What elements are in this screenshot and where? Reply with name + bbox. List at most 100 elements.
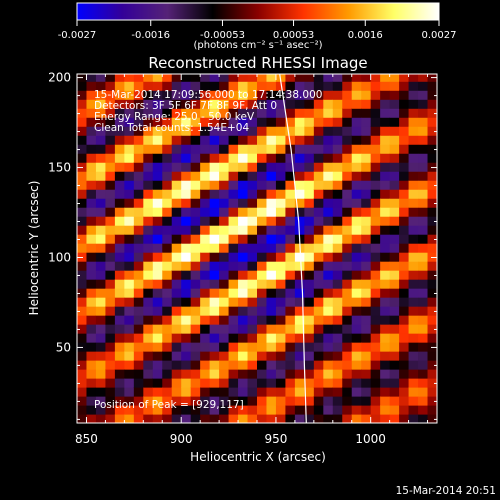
heatmap-cell bbox=[181, 378, 192, 388]
heatmap-cell bbox=[332, 135, 343, 145]
heatmap-cell bbox=[133, 126, 144, 136]
heatmap-cell bbox=[238, 360, 249, 370]
heatmap-cell bbox=[294, 81, 305, 91]
heatmap-cell bbox=[77, 405, 88, 415]
heatmap-cell bbox=[77, 306, 88, 316]
heatmap-cell bbox=[380, 99, 391, 109]
heatmap-cell bbox=[124, 180, 135, 190]
heatmap-cell bbox=[332, 189, 343, 199]
heatmap-cell bbox=[77, 387, 88, 397]
heatmap-cell bbox=[105, 414, 116, 423]
heatmap-cell bbox=[162, 315, 173, 325]
heatmap-cell bbox=[124, 333, 135, 343]
heatmap-cell bbox=[304, 74, 315, 82]
heatmap-cell bbox=[266, 90, 277, 100]
heatmap-cell bbox=[95, 360, 107, 370]
heatmap-cell bbox=[171, 117, 182, 127]
heatmap-cell bbox=[361, 108, 372, 118]
heatmap-cell bbox=[200, 351, 211, 361]
heatmap-cell bbox=[171, 153, 182, 163]
heatmap-cell bbox=[219, 405, 230, 415]
heatmap-cell bbox=[171, 108, 182, 118]
heatmap-cell bbox=[304, 288, 315, 298]
heatmap-cell bbox=[190, 189, 201, 199]
heatmap-cell bbox=[361, 342, 372, 352]
heatmap-cell bbox=[190, 342, 201, 352]
heatmap-cell bbox=[294, 74, 305, 82]
heatmap-cell bbox=[143, 126, 154, 136]
heatmap-cell bbox=[77, 189, 88, 199]
heatmap-cell bbox=[95, 414, 107, 423]
heatmap-cell bbox=[200, 126, 211, 136]
heatmap-cell bbox=[427, 225, 437, 235]
heatmap-cell bbox=[418, 108, 429, 118]
heatmap-cell bbox=[418, 74, 429, 82]
heatmap-cell bbox=[124, 396, 135, 406]
heatmap-cell bbox=[418, 405, 429, 415]
heatmap-cell bbox=[342, 135, 353, 145]
heatmap-cell bbox=[209, 207, 220, 217]
heatmap-cell bbox=[124, 306, 135, 316]
heatmap-cell bbox=[209, 135, 220, 145]
heatmap-cell bbox=[285, 153, 296, 163]
heatmap-cell bbox=[114, 108, 125, 118]
heatmap-cell bbox=[209, 387, 220, 397]
heatmap-cell bbox=[95, 333, 107, 343]
heatmap-cell bbox=[133, 279, 144, 289]
heatmap-cell bbox=[257, 99, 268, 109]
heatmap-cell bbox=[77, 171, 88, 181]
heatmap-cell bbox=[238, 306, 249, 316]
heatmap-cell bbox=[171, 225, 182, 235]
heatmap-cell bbox=[332, 216, 343, 226]
heatmap-cell bbox=[342, 288, 353, 298]
heatmap-cell bbox=[200, 405, 211, 415]
heatmap-cell bbox=[181, 414, 192, 423]
heatmap-cell bbox=[332, 90, 343, 100]
heatmap-cell bbox=[332, 108, 343, 118]
heatmap-cell bbox=[190, 171, 201, 181]
heatmap-cell bbox=[266, 351, 277, 361]
heatmap-cell bbox=[219, 324, 230, 334]
heatmap-cell bbox=[418, 306, 429, 316]
heatmap-cell bbox=[275, 288, 287, 298]
heatmap-cell bbox=[380, 315, 391, 325]
heatmap-cell bbox=[228, 243, 239, 253]
heatmap-cell bbox=[313, 99, 324, 109]
heatmap-cell bbox=[152, 387, 163, 397]
heatmap-cell bbox=[285, 288, 296, 298]
heatmap-cell bbox=[152, 414, 163, 423]
heatmap-cell bbox=[86, 189, 97, 199]
heatmap-cell bbox=[257, 261, 268, 271]
heatmap-cell bbox=[114, 189, 125, 199]
heatmap-cell bbox=[171, 405, 182, 415]
y-axis-label: Heliocentric Y (arcsec) bbox=[27, 181, 41, 316]
heatmap-cell bbox=[342, 360, 353, 370]
heatmap-cell bbox=[77, 288, 88, 298]
heatmap-cell bbox=[427, 405, 437, 415]
heatmap-cell bbox=[418, 387, 429, 397]
heatmap-cell bbox=[370, 99, 381, 109]
heatmap-cell bbox=[133, 99, 144, 109]
heatmap-cell bbox=[332, 387, 343, 397]
heatmap-cell bbox=[332, 234, 343, 244]
heatmap-cell bbox=[133, 405, 144, 415]
heatmap-cell bbox=[323, 234, 334, 244]
heatmap-cell bbox=[238, 81, 249, 91]
heatmap-cell bbox=[257, 144, 268, 154]
heatmap-cell bbox=[95, 351, 107, 361]
heatmap-cell bbox=[152, 180, 163, 190]
annotation-detectors: Detectors: 3F 5F 6F 7F 8F 9F, Att 0 bbox=[94, 100, 277, 112]
heatmap-cell bbox=[275, 360, 287, 370]
heatmap-cell bbox=[285, 189, 296, 199]
heatmap-cell bbox=[275, 405, 287, 415]
heatmap-cell bbox=[427, 99, 437, 109]
heatmap-cell bbox=[427, 333, 437, 343]
heatmap-cell bbox=[77, 333, 88, 343]
heatmap-cell bbox=[114, 198, 125, 208]
heatmap-cell bbox=[171, 351, 182, 361]
heatmap-cell bbox=[294, 171, 305, 181]
heatmap-cell bbox=[294, 126, 305, 136]
heatmap-cell bbox=[114, 171, 125, 181]
heatmap-cell bbox=[275, 351, 287, 361]
solar-limb-line bbox=[279, 74, 307, 423]
